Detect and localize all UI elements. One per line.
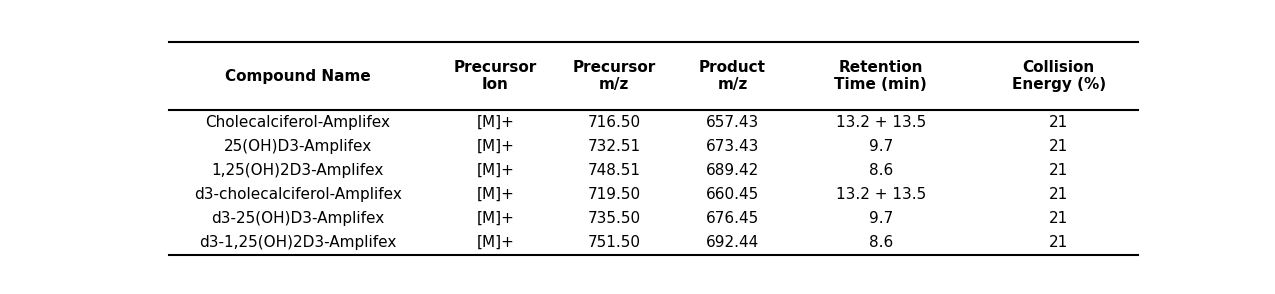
Text: 25(OH)D3-Amplifex: 25(OH)D3-Amplifex: [223, 139, 372, 154]
Text: 716.50: 716.50: [588, 115, 640, 130]
Text: [M]+: [M]+: [477, 115, 514, 130]
Text: 21: 21: [1049, 115, 1068, 130]
Text: 21: 21: [1049, 139, 1068, 154]
Text: 8.6: 8.6: [868, 163, 892, 178]
Text: 676.45: 676.45: [706, 211, 759, 226]
Text: 719.50: 719.50: [588, 187, 640, 202]
Text: Collision
Energy (%): Collision Energy (%): [1011, 60, 1105, 92]
Text: Retention
Time (min): Retention Time (min): [834, 60, 927, 92]
Text: 689.42: 689.42: [706, 163, 759, 178]
Text: 13.2 + 13.5: 13.2 + 13.5: [835, 115, 926, 130]
Text: 660.45: 660.45: [706, 187, 759, 202]
Text: d3-1,25(OH)2D3-Amplifex: d3-1,25(OH)2D3-Amplifex: [199, 235, 397, 250]
Text: 21: 21: [1049, 211, 1068, 226]
Text: Cholecalciferol-Amplifex: Cholecalciferol-Amplifex: [205, 115, 390, 130]
Text: 748.51: 748.51: [588, 163, 640, 178]
Text: 673.43: 673.43: [706, 139, 759, 154]
Text: 657.43: 657.43: [706, 115, 759, 130]
Text: 21: 21: [1049, 187, 1068, 202]
Text: [M]+: [M]+: [477, 139, 514, 154]
Text: 13.2 + 13.5: 13.2 + 13.5: [835, 187, 926, 202]
Text: 8.6: 8.6: [868, 235, 892, 250]
Text: 692.44: 692.44: [706, 235, 759, 250]
Text: [M]+: [M]+: [477, 235, 514, 250]
Text: 21: 21: [1049, 235, 1068, 250]
Text: [M]+: [M]+: [477, 211, 514, 226]
Text: 751.50: 751.50: [588, 235, 640, 250]
Text: 735.50: 735.50: [588, 211, 640, 226]
Text: Product
m/z: Product m/z: [699, 60, 766, 92]
Text: Precursor
m/z: Precursor m/z: [572, 60, 655, 92]
Text: 732.51: 732.51: [588, 139, 640, 154]
Text: d3-cholecalciferol-Amplifex: d3-cholecalciferol-Amplifex: [194, 187, 402, 202]
Text: d3-25(OH)D3-Amplifex: d3-25(OH)D3-Amplifex: [212, 211, 384, 226]
Text: Compound Name: Compound Name: [224, 69, 371, 83]
Text: 9.7: 9.7: [868, 139, 892, 154]
Text: 1,25(OH)2D3-Amplifex: 1,25(OH)2D3-Amplifex: [212, 163, 384, 178]
Text: [M]+: [M]+: [477, 187, 514, 202]
Text: 21: 21: [1049, 163, 1068, 178]
Text: 9.7: 9.7: [868, 211, 892, 226]
Text: Precursor
Ion: Precursor Ion: [454, 60, 537, 92]
Text: [M]+: [M]+: [477, 163, 514, 178]
